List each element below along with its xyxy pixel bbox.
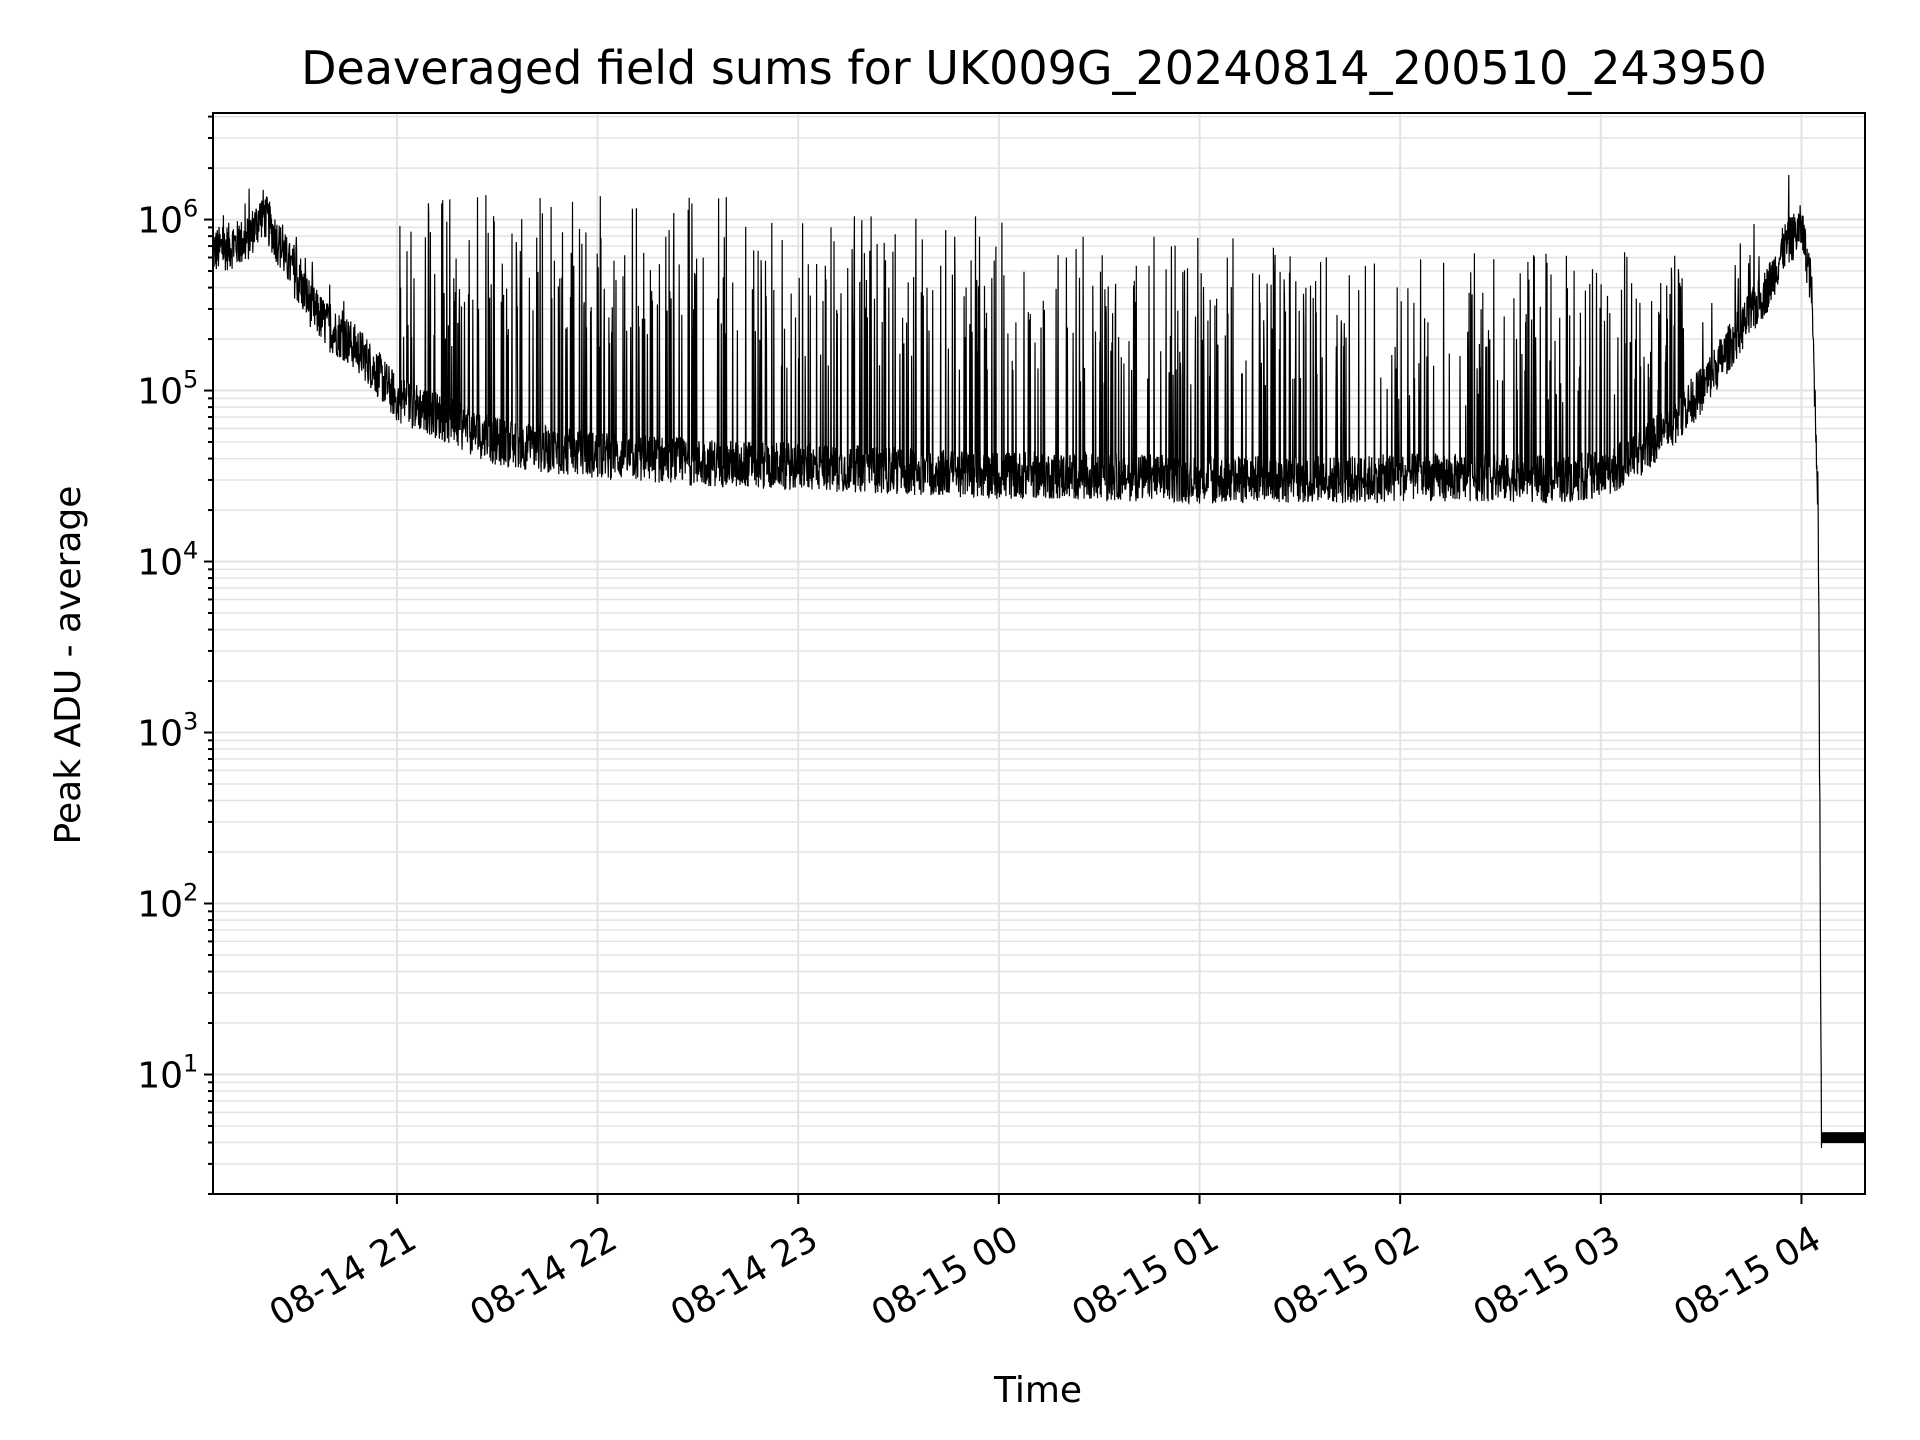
y-tick-exponent: 3 bbox=[183, 708, 198, 736]
x-axis-label: Time bbox=[993, 1370, 1082, 1411]
plot-frame bbox=[212, 112, 1866, 1195]
series-line bbox=[212, 174, 1866, 1149]
chart-title: Deaveraged field sums for UK009G_2024081… bbox=[301, 41, 1767, 95]
y-tick-label: 10 bbox=[137, 201, 183, 242]
y-tick-label: 10 bbox=[137, 372, 183, 413]
data-layer bbox=[212, 174, 1866, 1149]
y-tick-exponent: 4 bbox=[183, 537, 198, 565]
y-tick-label: 10 bbox=[137, 1055, 183, 1096]
y-tick-exponent: 1 bbox=[183, 1049, 198, 1077]
y-tick-label: 10 bbox=[137, 885, 183, 926]
y-tick-exponent: 6 bbox=[183, 195, 198, 223]
y-tick-label: 10 bbox=[137, 714, 183, 755]
y-tick-exponent: 5 bbox=[183, 366, 198, 394]
y-tick-exponent: 2 bbox=[183, 879, 198, 907]
y-tick-label: 10 bbox=[137, 543, 183, 584]
y-axis-label: Peak ADU - average bbox=[48, 486, 89, 845]
